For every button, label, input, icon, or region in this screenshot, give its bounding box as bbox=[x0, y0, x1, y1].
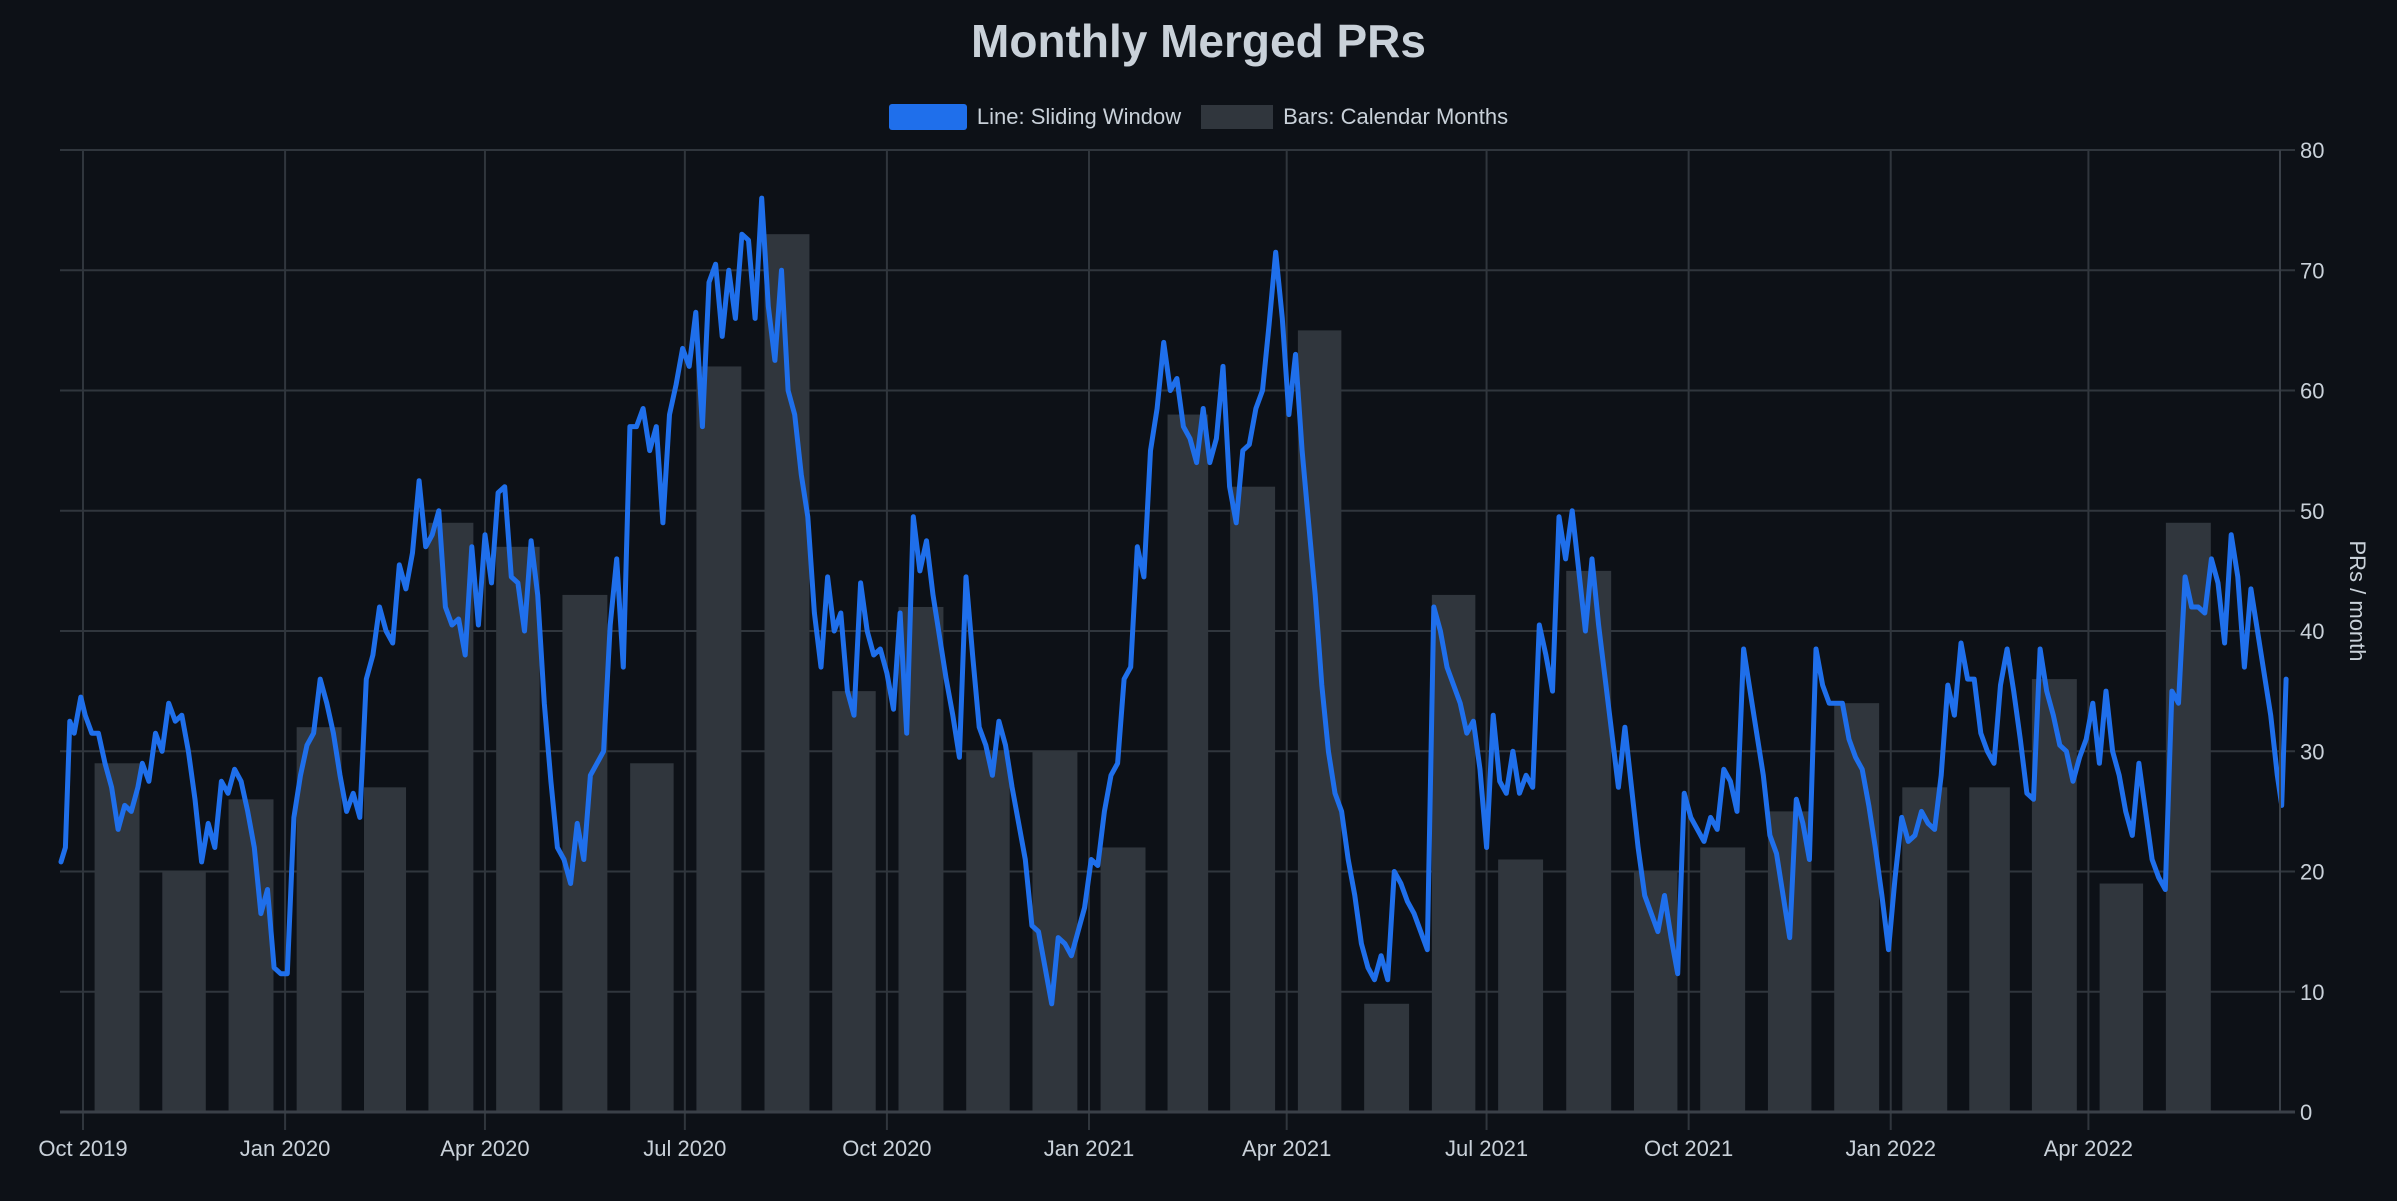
y-tick-label: 80 bbox=[2300, 138, 2324, 163]
bar bbox=[696, 366, 742, 1112]
legend: Line: Sliding Window Bars: Calendar Mont… bbox=[0, 104, 2397, 130]
bar bbox=[2165, 522, 2211, 1112]
y-tick-label: 0 bbox=[2300, 1100, 2312, 1125]
y-tick-label: 60 bbox=[2300, 379, 2324, 404]
bar bbox=[1700, 847, 1746, 1112]
y-tick-label: 20 bbox=[2300, 860, 2324, 885]
bar bbox=[1100, 847, 1146, 1112]
x-tick-label: Apr 2020 bbox=[440, 1136, 529, 1161]
x-tick-label: Jul 2021 bbox=[1445, 1136, 1528, 1161]
y-axis-label: PRs / month bbox=[2345, 540, 2370, 661]
bar-series bbox=[94, 234, 2211, 1113]
bar bbox=[496, 546, 540, 1112]
bar bbox=[162, 871, 206, 1112]
x-tick-label: Jan 2021 bbox=[1044, 1136, 1135, 1161]
x-tick-label: Apr 2022 bbox=[2044, 1136, 2133, 1161]
x-tick-label: Jul 2020 bbox=[643, 1136, 726, 1161]
bar bbox=[1566, 570, 1612, 1112]
x-tick-label: Apr 2021 bbox=[1242, 1136, 1331, 1161]
legend-swatch-line bbox=[888, 104, 967, 130]
bar bbox=[2099, 883, 2144, 1112]
y-tick-label: 10 bbox=[2300, 980, 2324, 1005]
bar bbox=[228, 799, 274, 1112]
bar bbox=[1167, 414, 1209, 1112]
bar bbox=[1498, 859, 1544, 1112]
sliding-window-line bbox=[58, 195, 2289, 1007]
bar bbox=[1364, 1003, 1410, 1112]
bar bbox=[832, 691, 876, 1112]
legend-item-line[interactable]: Line: Sliding Window bbox=[888, 104, 1182, 130]
chart-title: Monthly Merged PRs bbox=[971, 15, 1426, 67]
bar bbox=[1297, 330, 1342, 1112]
legend-swatch-bars bbox=[1201, 105, 1274, 129]
x-tick-label: Oct 2020 bbox=[842, 1136, 931, 1161]
bar bbox=[1633, 871, 1678, 1112]
axes bbox=[60, 150, 2295, 1114]
x-tick-label: Jan 2020 bbox=[240, 1136, 331, 1161]
y-tick-label: 30 bbox=[2300, 739, 2324, 764]
bar bbox=[2031, 679, 2077, 1112]
bar bbox=[1230, 486, 1276, 1112]
x-tick-label: Oct 2021 bbox=[1644, 1136, 1733, 1161]
legend-label-bars: Bars: Calendar Months bbox=[1283, 104, 1509, 129]
line-series bbox=[58, 195, 2289, 1007]
y-tick-label: 70 bbox=[2300, 258, 2324, 283]
x-tick-label: Jan 2022 bbox=[1845, 1136, 1936, 1161]
bar bbox=[363, 787, 407, 1112]
legend-label-line: Line: Sliding Window bbox=[976, 104, 1182, 129]
bar bbox=[296, 727, 342, 1112]
bar bbox=[1969, 787, 2010, 1112]
x-tick-label: Oct 2019 bbox=[38, 1136, 127, 1161]
bar bbox=[1431, 594, 1476, 1112]
bar bbox=[966, 751, 1010, 1112]
legend-item-bars[interactable]: Bars: Calendar Months bbox=[1201, 104, 1508, 130]
y-tick-label: 50 bbox=[2300, 499, 2324, 524]
bar bbox=[1767, 811, 1812, 1112]
y-tick-label: 40 bbox=[2300, 619, 2324, 644]
bar bbox=[1834, 703, 1880, 1112]
x-axis-ticks: Oct 2019 Jan 2020 Apr 2020 Jul 2020 Oct 2020… bbox=[38, 1136, 2133, 1161]
y-axis-ticks: 0 10 20 30 40 50 60 70 80 bbox=[2300, 138, 2324, 1125]
bar bbox=[630, 763, 674, 1112]
